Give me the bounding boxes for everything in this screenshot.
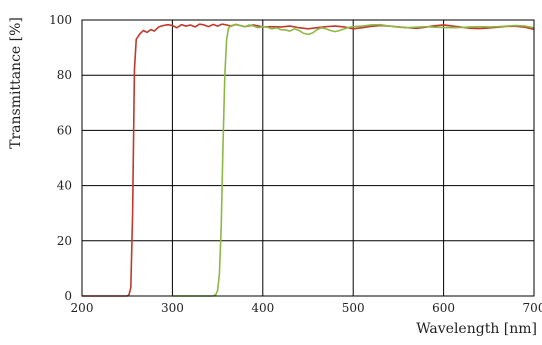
y-tick-label: 40 [57, 179, 72, 193]
y-tick-label: 0 [64, 289, 72, 303]
x-tick-label: 600 [432, 301, 455, 315]
tick-labels: 200 300 400 500 600 700 0 20 40 60 80 100 [49, 13, 542, 315]
series-line-1 [82, 23, 535, 297]
y-tick-label: 60 [57, 123, 72, 137]
x-tick-label: 300 [161, 301, 184, 315]
grid [81, 19, 535, 297]
series-line-2 [172, 23, 535, 297]
y-tick-label: 80 [57, 68, 72, 82]
y-axis-title: Transmittance [%] [8, 17, 24, 149]
x-axis-title: Wavelength [nm] [416, 321, 537, 337]
plot-frame [81, 19, 535, 297]
x-tick-label: 200 [71, 301, 94, 315]
series-lines [82, 23, 535, 297]
x-tick-label: 400 [251, 301, 274, 315]
y-tick-label: 100 [49, 13, 72, 27]
x-tick-label: 700 [523, 301, 542, 315]
y-tick-label: 20 [57, 234, 72, 248]
x-tick-label: 500 [342, 301, 365, 315]
